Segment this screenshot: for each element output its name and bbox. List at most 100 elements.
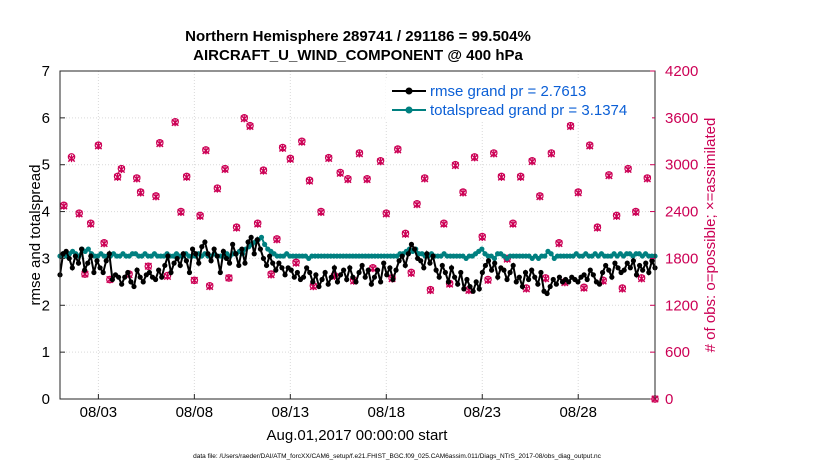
rmse-point [66, 255, 72, 262]
rmse-point [78, 246, 85, 252]
rmse-point [267, 253, 273, 259]
rmse-point [223, 255, 230, 262]
rmse-point [371, 274, 378, 280]
x-tick-label: 08/23 [463, 404, 501, 421]
obs-assimilated-marker [87, 220, 95, 228]
rmse-point [630, 258, 637, 264]
rmse-point [119, 281, 125, 287]
obs-assimilated-marker [344, 175, 352, 184]
rmse-point [359, 262, 365, 269]
rmse-point [146, 269, 153, 276]
rmse-point [535, 281, 541, 287]
obs-assimilated-marker [484, 276, 492, 284]
rmse-point [304, 265, 310, 271]
rmse-point [405, 251, 411, 257]
rmse-point [220, 248, 226, 254]
rmse-point [368, 281, 374, 287]
rmse-point [159, 274, 165, 280]
rmse-point [624, 260, 630, 266]
obs-assimilated-marker [221, 165, 229, 174]
rmse-point [257, 246, 263, 252]
rmse-point [128, 279, 134, 285]
chart-title-line1: Northern Hemisphere 289741 / 291186 = 99… [185, 28, 531, 45]
rmse-point [140, 279, 146, 285]
left-tick-label: 5 [42, 157, 50, 174]
legend-spread-label: totalspread grand pr = 3.1374 [430, 102, 627, 119]
rmse-point [495, 274, 501, 280]
obs-assimilated-marker [246, 122, 254, 131]
rmse-point [214, 253, 220, 259]
right-tick-label: 600 [665, 344, 690, 361]
rmse-point [396, 258, 402, 264]
y-axis-right-label: # of obs: o=possible; ×=assimilated [702, 118, 719, 353]
rmse-point [356, 269, 362, 276]
rmse-point [362, 274, 368, 280]
rmse-point [350, 274, 356, 280]
rmse-point [75, 260, 82, 266]
rmse-point [442, 269, 448, 276]
obs-assimilated-marker [75, 210, 83, 218]
obs-assimilated-marker [317, 208, 325, 217]
x-tick-label: 08/28 [559, 404, 597, 421]
rmse-point [621, 267, 627, 273]
rmse-point [294, 269, 300, 276]
rmse-point [421, 265, 427, 271]
obs-assimilated-marker [156, 139, 164, 148]
obs-assimilated-marker [213, 185, 222, 193]
obs-assimilated-marker [394, 146, 402, 154]
rmse-point [254, 237, 260, 243]
rmse-point [482, 262, 489, 269]
rmse-point [387, 265, 393, 271]
rmse-point [171, 260, 177, 266]
rmse-point [334, 279, 341, 285]
rmse-point [516, 274, 522, 280]
obs-assimilated-marker [547, 150, 556, 158]
rmse-point [208, 258, 214, 264]
obs-assimilated-marker [286, 155, 295, 163]
obs-assimilated-marker [298, 138, 306, 146]
x-tick-label: 08/13 [272, 404, 310, 421]
rmse-point [461, 286, 467, 292]
rmse-point [436, 274, 442, 280]
obs-assimilated-marker [206, 282, 214, 291]
rmse-point [467, 283, 473, 290]
rmse-point [587, 267, 593, 273]
rmse-point [115, 274, 122, 280]
totalspread-point [548, 251, 554, 257]
obs-assimilated-marker [202, 146, 210, 155]
rmse-point [489, 267, 495, 273]
rmse-point [186, 269, 193, 276]
rmse-point [433, 267, 439, 273]
rmse-point [211, 246, 217, 252]
obs-assimilated-marker [440, 220, 448, 228]
rmse-point [88, 253, 94, 259]
obs-assimilated-marker [566, 122, 575, 131]
rmse-point [260, 255, 267, 262]
obs-assimilated-marker [420, 175, 429, 183]
rmse-point [643, 260, 649, 266]
rmse-point [251, 251, 257, 257]
rmse-point [131, 283, 137, 290]
obs-assimilated-marker [605, 171, 613, 180]
x-axis-label: Aug.01,2017 00:00:00 start [267, 427, 449, 444]
rmse-point [448, 265, 455, 271]
rmse-point [485, 258, 492, 264]
rmse-point [458, 269, 464, 276]
obs-assimilated-marker [632, 208, 640, 217]
rmse-point [408, 241, 415, 247]
obs-assimilated-marker [574, 189, 582, 197]
legend-spread-marker [405, 106, 413, 114]
rmse-point [242, 260, 248, 266]
rmse-point [479, 269, 485, 276]
totalspread-point [542, 253, 548, 259]
rmse-point [199, 244, 205, 250]
rmse-point [109, 276, 116, 283]
legend-rmse-marker [405, 87, 413, 95]
rmse-point [439, 262, 445, 269]
rmse-point [69, 265, 75, 271]
rmse-point [603, 262, 609, 269]
rmse-point [174, 255, 180, 262]
rmse-point [85, 260, 91, 266]
left-tick-label: 1 [42, 344, 50, 361]
